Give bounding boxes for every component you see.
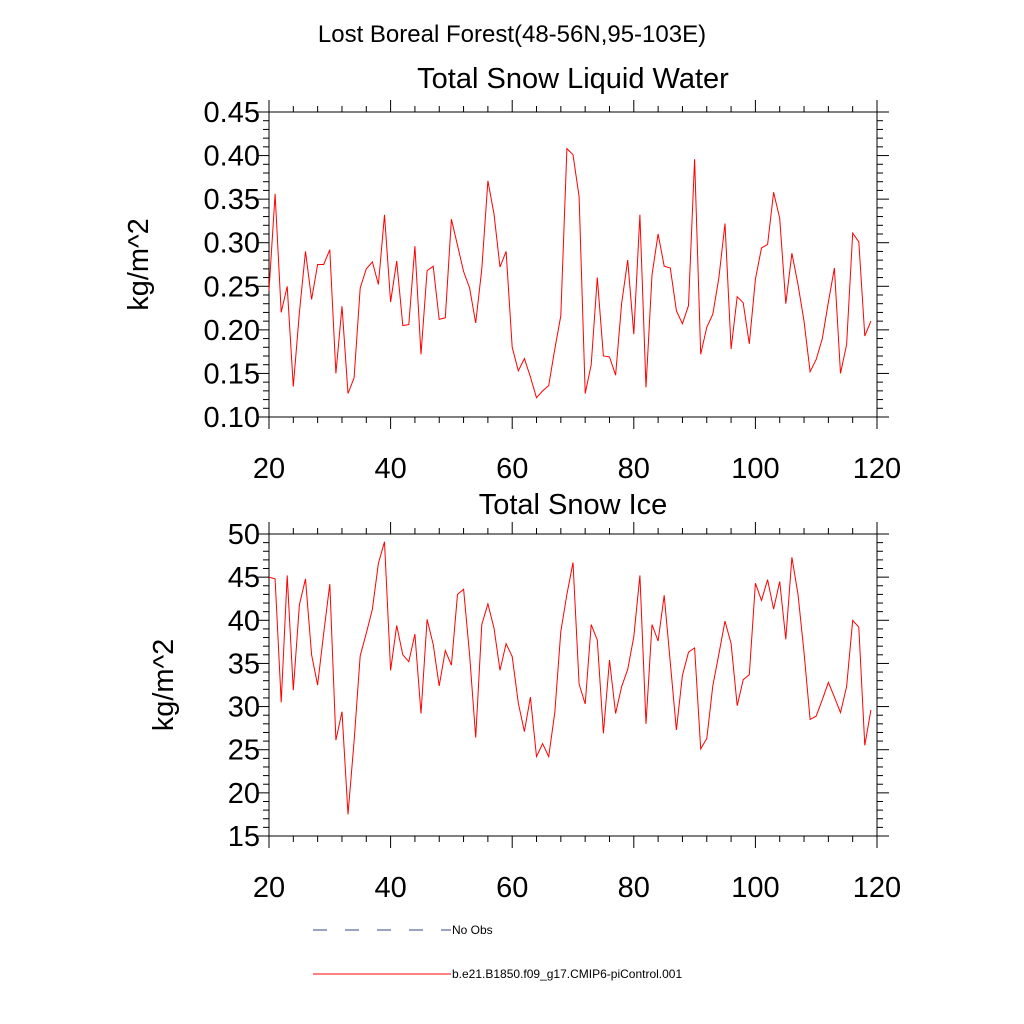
chart-title: Total Snow Liquid Water bbox=[417, 63, 729, 95]
x-tick-label: 60 bbox=[496, 453, 528, 485]
y-tick-label: 15 bbox=[228, 821, 260, 853]
y-tick-label: 0.20 bbox=[204, 315, 260, 347]
x-tick-label: 120 bbox=[853, 453, 901, 485]
legend-item-model-run: b.e21.B1850.f09_g17.CMIP6-piControl.001 bbox=[313, 967, 682, 981]
y-tick-label: 40 bbox=[228, 605, 260, 637]
x-tick-label: 80 bbox=[618, 872, 650, 904]
x-tick-label: 120 bbox=[853, 872, 901, 904]
x-tick-label: 20 bbox=[253, 872, 285, 904]
panel-snow-liquid-water: Total Snow Liquid Water kg/m^2 20 40 60 80 100… bbox=[123, 63, 901, 485]
legend-label-model-run: b.e21.B1850.f09_g17.CMIP6-piControl.001 bbox=[452, 967, 682, 981]
y-tick-label: 45 bbox=[228, 562, 260, 594]
legend-label-no-obs: No Obs bbox=[452, 923, 493, 937]
series-line bbox=[268, 147, 872, 399]
y-tick-label: 0.30 bbox=[204, 228, 260, 260]
y-tick-label: 25 bbox=[228, 735, 260, 767]
y-tick-label: 50 bbox=[228, 519, 260, 551]
y-tick-label: 0.45 bbox=[204, 97, 260, 129]
y-tick-label: 20 bbox=[228, 778, 260, 810]
y-tick-label: 0.25 bbox=[204, 271, 260, 303]
y-tick-label: 0.40 bbox=[204, 141, 260, 173]
x-tick-label: 100 bbox=[731, 453, 779, 485]
x-tick-label: 60 bbox=[496, 872, 528, 904]
legend: No Obs b.e21.B1850.f09_g17.CMIP6-piContr… bbox=[313, 923, 682, 981]
chart-title: Total Snow Ice bbox=[479, 489, 668, 521]
x-tick-label: 20 bbox=[253, 453, 285, 485]
y-axis-label: kg/m^2 bbox=[123, 218, 155, 311]
x-tick-label: 100 bbox=[731, 872, 779, 904]
y-tick-label: 35 bbox=[228, 648, 260, 680]
y-tick-label: 30 bbox=[228, 692, 260, 724]
x-tick-label: 80 bbox=[618, 453, 650, 485]
series-line bbox=[268, 541, 872, 815]
x-tick-label: 40 bbox=[374, 453, 406, 485]
legend-item-no-obs: No Obs bbox=[313, 923, 493, 937]
y-axis-label: kg/m^2 bbox=[148, 639, 180, 732]
x-tick-label: 40 bbox=[374, 872, 406, 904]
y-tick-label: 0.10 bbox=[204, 402, 260, 434]
plot-frame bbox=[268, 533, 878, 837]
plot-frame bbox=[268, 111, 878, 418]
panel-snow-ice: Total Snow Ice kg/m^2 20 40 60 80 100 120 15 20 25… bbox=[148, 489, 901, 904]
figure-title: Lost Boreal Forest(48-56N,95-103E) bbox=[318, 21, 706, 48]
y-tick-label: 0.35 bbox=[204, 184, 260, 216]
y-tick-label: 0.15 bbox=[204, 358, 260, 390]
